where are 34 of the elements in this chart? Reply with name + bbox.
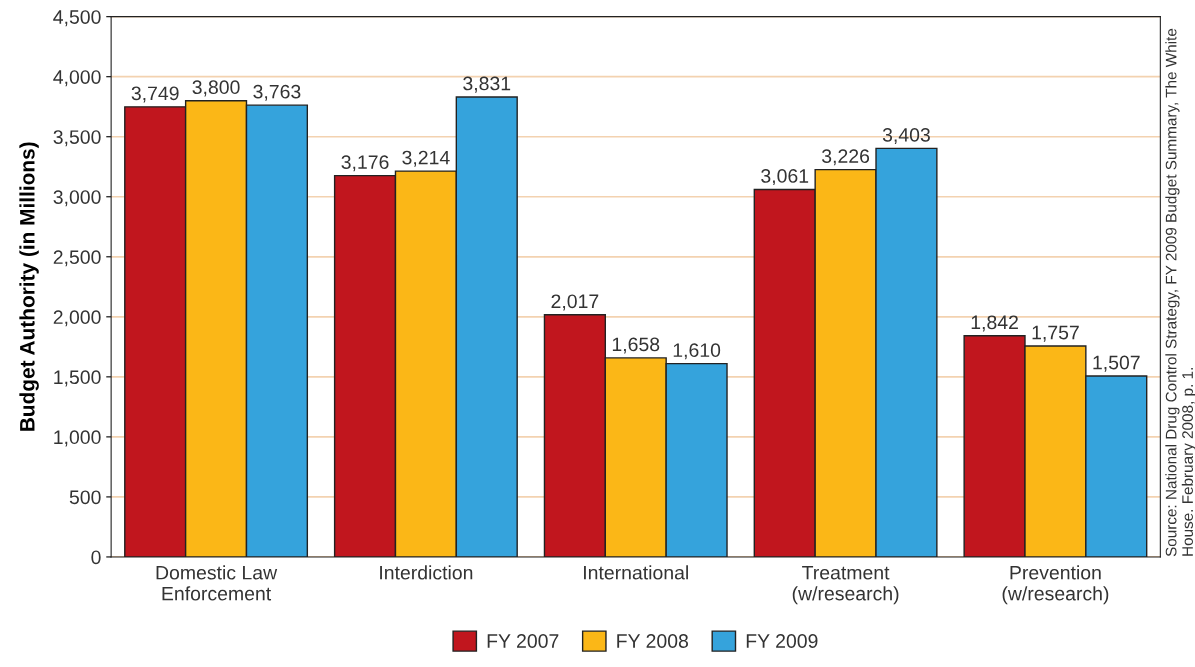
text: 3,214 <box>402 150 450 167</box>
x-tick-label: Prevention (w/research) <box>1002 565 1109 605</box>
text: 3,800 <box>192 80 240 97</box>
legend-label: FY 2007 <box>487 634 559 648</box>
y-tick-label: 500 <box>69 490 101 505</box>
y-axis-title: Budget Authority (in Millions) <box>19 142 39 431</box>
legend-label: FY 2009 <box>746 634 818 648</box>
y-tick-label: 2,500 <box>53 250 101 267</box>
x-tick-label: Interdiction <box>380 565 473 580</box>
text: 2,017 <box>551 294 599 311</box>
x-tick-label: Treatment (w/research) <box>792 565 899 605</box>
text: 3,749 <box>131 86 179 103</box>
x-tick-label: Domestic Law Enforcement <box>156 565 278 601</box>
y-tick-label: 2,000 <box>53 310 101 327</box>
text: 3,403 <box>882 127 930 145</box>
text: 1,842 <box>971 315 1018 332</box>
text: 3,176 <box>341 155 389 172</box>
x-tick-label: International <box>584 565 688 580</box>
y-tick-label: 1,500 <box>54 370 101 387</box>
y-tick-label: 3,500 <box>53 130 101 147</box>
y-tick-label: 3,000 <box>53 190 101 207</box>
y-tick-label: 0 <box>91 550 101 565</box>
text: 1,507 <box>1093 355 1140 372</box>
y-tick-label: 4,500 <box>53 10 101 27</box>
text: 1,658 <box>612 337 660 354</box>
text: 1,757 <box>1032 325 1079 342</box>
text: 3,763 <box>253 84 301 101</box>
y-tick-label: 1,000 <box>54 430 101 447</box>
y-tick-label: 4,000 <box>53 70 101 87</box>
text: 3,831 <box>463 76 511 93</box>
text: 1,610 <box>673 343 721 360</box>
text: 3,061 <box>761 169 809 186</box>
legend-label: FY 2008 <box>617 634 689 648</box>
text: 3,226 <box>822 149 870 166</box>
